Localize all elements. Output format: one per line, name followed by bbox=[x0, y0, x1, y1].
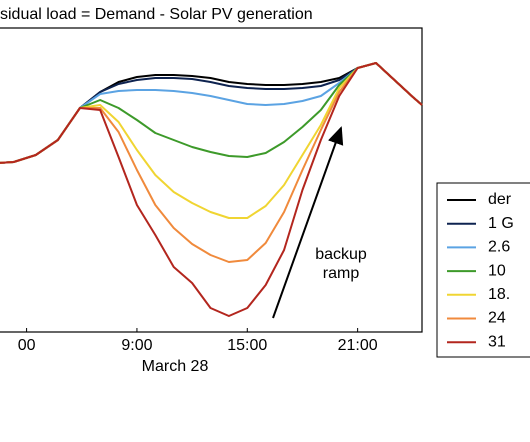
plot-frame bbox=[0, 27, 423, 333]
legend bbox=[436, 182, 530, 358]
series-line bbox=[0, 62, 423, 164]
annotation: backup bbox=[315, 246, 367, 263]
x-tick-label: 9:00 bbox=[121, 337, 152, 354]
annotation: ramp bbox=[323, 265, 360, 282]
legend-label: 31 bbox=[488, 333, 506, 350]
legend-label: 24 bbox=[488, 310, 506, 327]
legend-label: der bbox=[488, 191, 512, 208]
legend-label: 1 G bbox=[488, 215, 514, 232]
series-line bbox=[0, 62, 423, 219]
series-line bbox=[0, 62, 423, 317]
x-axis-label: March 28 bbox=[142, 358, 209, 375]
legend-label: 10 bbox=[488, 262, 506, 279]
x-tick-label: 15:00 bbox=[227, 337, 267, 354]
x-tick-label: 21:00 bbox=[338, 337, 378, 354]
legend-label: 18. bbox=[488, 286, 510, 303]
annotation-arrow bbox=[272, 126, 344, 319]
series-line bbox=[0, 62, 423, 263]
chart-title: sidual load = Demand - Solar PV generati… bbox=[0, 6, 313, 23]
x-tick-label: 00 bbox=[18, 337, 36, 354]
legend-label: 2.6 bbox=[488, 239, 510, 256]
